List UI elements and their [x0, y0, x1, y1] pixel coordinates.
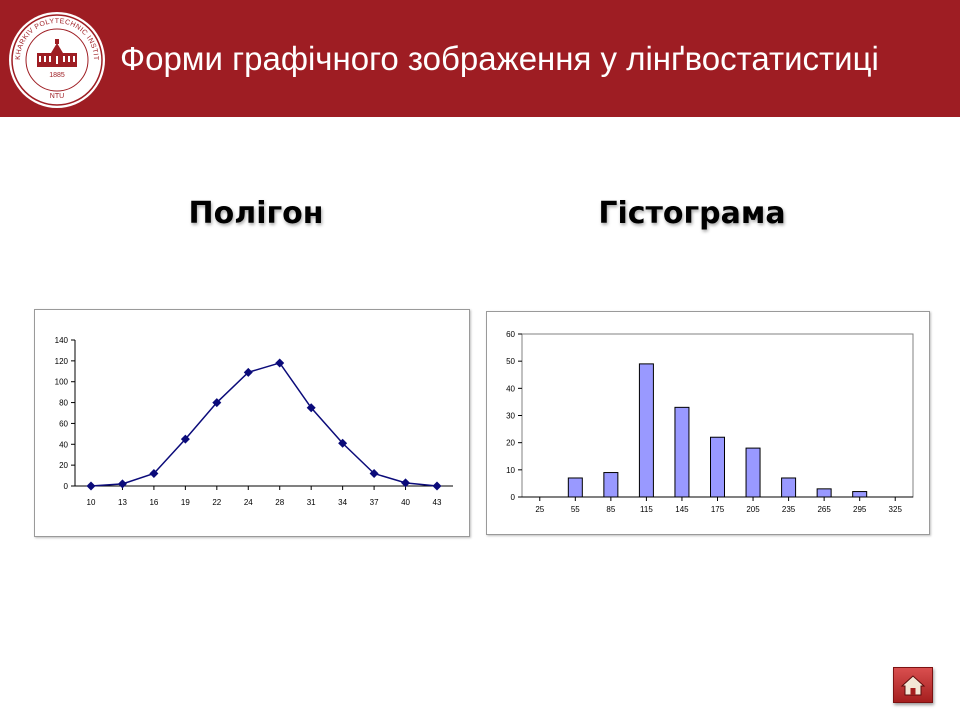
x-tick-label: 85	[606, 505, 615, 514]
histogram-chart-frame: 0 10 20 30 40 50 60 25 55 85 115 145 175 205 235 265 295…	[486, 311, 930, 535]
x-tick-label: 34	[338, 498, 347, 507]
y-tick-label: 100	[55, 378, 69, 387]
y-tick-label: 30	[506, 412, 515, 421]
home-button[interactable]	[893, 667, 933, 703]
y-tick-label: 60	[506, 330, 515, 339]
histogram-bar	[567, 477, 583, 498]
slide-header: KHARKIV POLYTECHNIC INSTITUTE 1885 NTU Ф…	[0, 0, 960, 117]
y-tick-label: 80	[59, 399, 68, 408]
data-point-marker	[149, 468, 159, 478]
university-building-icon	[37, 39, 77, 67]
x-tick-label: 31	[307, 498, 316, 507]
x-tick-label: 25	[535, 505, 544, 514]
y-tick-label: 10	[506, 466, 515, 475]
x-tick-label: 43	[433, 498, 442, 507]
x-tick-label: 265	[817, 505, 831, 514]
logo-short-name: NTU	[50, 93, 64, 100]
x-tick-label: 28	[275, 498, 284, 507]
data-point-marker	[86, 481, 96, 491]
home-icon	[900, 675, 926, 696]
y-tick-label: 40	[59, 440, 68, 449]
polygon-chart-frame: 0 20 40 60 80 100 120 140 10 13 16 19 22 24 28 31 34 37 40…	[34, 309, 470, 537]
polygon-heading: Полігон	[188, 196, 324, 231]
x-tick-label: 115	[640, 505, 653, 514]
data-point-marker	[401, 478, 411, 488]
histogram-bar	[638, 363, 654, 498]
polygon-chart: 0 20 40 60 80 100 120 140 10 13 16 19 22 24 28 31 34 37 40…	[55, 336, 453, 507]
y-tick-label: 120	[55, 357, 69, 366]
slide-title: Форми графічного зображення у лінґвостат…	[120, 40, 879, 77]
x-tick-label: 22	[212, 498, 221, 507]
data-point-marker	[432, 481, 442, 491]
x-tick-label: 37	[370, 498, 379, 507]
x-tick-label: 16	[149, 498, 158, 507]
x-tick-label: 295	[853, 505, 867, 514]
y-tick-label: 40	[506, 384, 515, 393]
histogram-chart: 0 10 20 30 40 50 60 25 55 85 115 145 175 205 235 265 295…	[506, 330, 914, 514]
histogram-bar	[674, 406, 690, 498]
data-point-marker	[117, 479, 127, 489]
data-point-marker	[243, 367, 253, 377]
histogram-bar	[781, 477, 797, 498]
y-tick-label: 50	[506, 357, 515, 366]
x-tick-label: 40	[401, 498, 410, 507]
histogram-bar	[710, 436, 725, 498]
y-tick-label: 0	[64, 482, 69, 491]
y-tick-label: 60	[59, 419, 68, 428]
histogram-bar	[816, 488, 832, 498]
logo-year: 1885	[49, 72, 65, 79]
x-tick-label: 145	[675, 505, 689, 514]
data-point-marker	[306, 403, 316, 413]
y-tick-label: 20	[59, 461, 68, 470]
data-point-marker	[369, 468, 379, 478]
x-tick-label: 205	[746, 505, 760, 514]
histogram-bar	[745, 447, 761, 498]
y-tick-label: 140	[55, 336, 69, 345]
x-tick-label: 55	[571, 505, 580, 514]
x-tick-label: 24	[244, 498, 253, 507]
x-tick-label: 235	[782, 505, 796, 514]
x-tick-label: 175	[711, 505, 725, 514]
data-point-marker	[338, 438, 348, 448]
y-tick-label: 0	[511, 493, 516, 502]
x-tick-label: 10	[87, 498, 96, 507]
polygon-series-line	[90, 362, 438, 487]
y-tick-label: 20	[506, 439, 515, 448]
data-point-marker	[212, 398, 222, 408]
university-logo: KHARKIV POLYTECHNIC INSTITUTE 1885 NTU	[7, 10, 105, 108]
data-point-marker	[180, 434, 190, 444]
x-tick-label: 19	[181, 498, 190, 507]
x-tick-label: 325	[889, 505, 903, 514]
x-tick-label: 13	[118, 498, 127, 507]
histogram-bar	[603, 472, 619, 498]
data-point-marker	[275, 358, 285, 368]
histogram-bar	[852, 491, 868, 498]
histogram-heading: Гістограма	[598, 196, 786, 231]
